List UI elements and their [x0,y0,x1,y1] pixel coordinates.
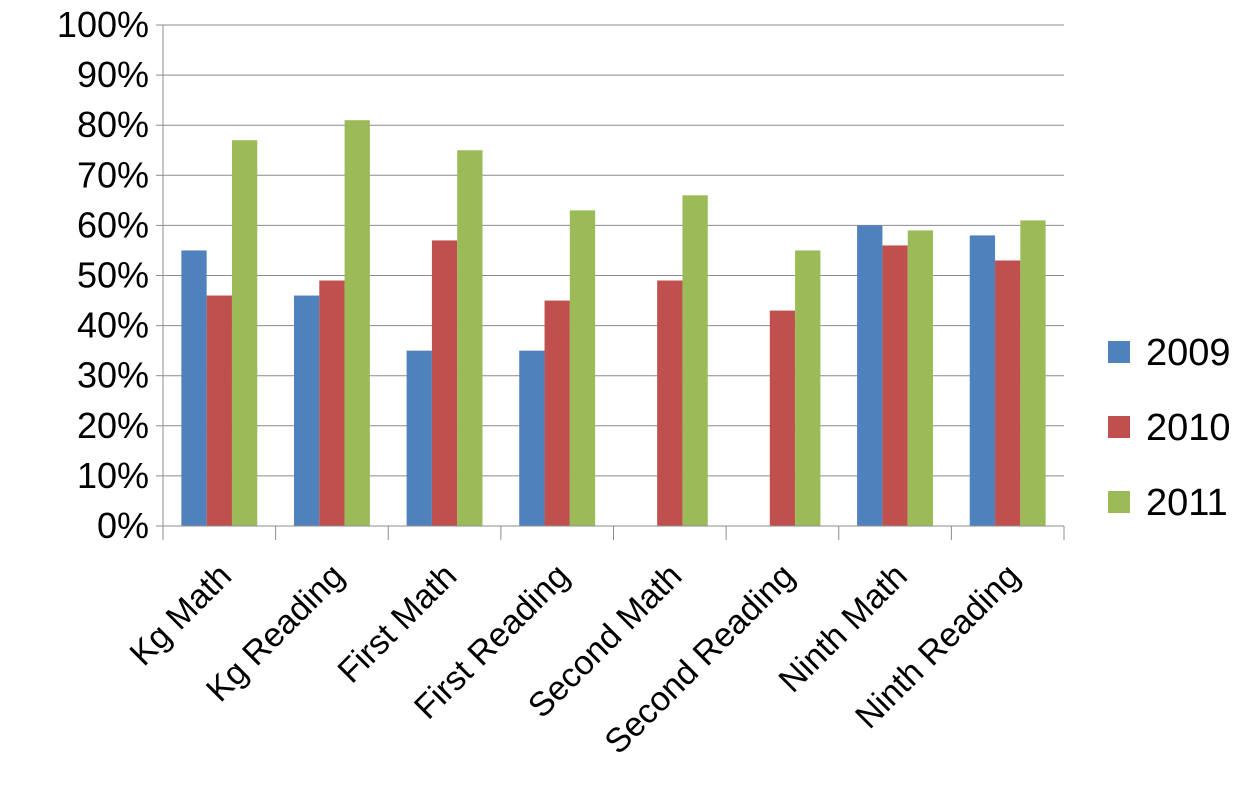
x-tick-label: Kg Math [123,557,239,673]
y-tick-label: 40% [77,305,149,346]
y-tick-label: 60% [77,204,149,245]
bar-2010-1 [319,280,345,526]
y-tick-label: 50% [77,255,149,296]
legend-label-2009: 2009 [1146,332,1231,374]
y-tick-label: 10% [77,455,149,496]
legend-swatch-2009 [1108,341,1130,363]
bar-2010-6 [882,245,908,526]
bar-2011-4 [682,195,708,526]
bar-2010-5 [769,310,796,526]
y-tick-label: 90% [77,54,149,95]
bar-2009-3 [519,350,545,526]
bars [181,120,1046,527]
bar-2011-0 [231,140,258,527]
bar-2010-7 [995,260,1021,526]
bar-2010-2 [431,240,458,526]
x-tick-label: Second Reading [597,557,802,762]
bar-2011-7 [1020,220,1046,526]
bar-2009-6 [857,225,883,526]
bar-2011-5 [795,250,821,526]
legend-label-2010: 2010 [1146,407,1231,449]
bar-2009-7 [969,235,996,527]
axes [156,24,1065,540]
bar-2009-0 [181,250,207,526]
bar-2009-1 [293,295,320,526]
y-tick-label: 70% [77,154,149,195]
bar-2010-0 [206,295,232,526]
legend-label-2011: 2011 [1146,482,1228,524]
legend: 2009 2010 2011 [1108,332,1231,524]
bar-2009-2 [406,350,432,526]
legend-swatch-2010 [1108,416,1130,438]
bar-2011-3 [569,210,596,526]
y-tick-label: 0% [97,505,149,546]
bar-2011-2 [457,150,483,526]
y-tick-label: 20% [77,405,149,446]
y-tick-label: 100% [57,4,149,45]
legend-swatch-2011 [1108,491,1130,513]
bar-2011-1 [344,120,370,526]
bar-2010-3 [544,300,570,526]
y-axis-tick-labels: 0% 10% 20% 30% 40% 50% 60% 70% 80% 90% 100% [57,4,149,546]
bar-2010-4 [657,280,683,526]
bar-2011-6 [907,230,934,526]
y-tick-label: 30% [77,355,149,396]
y-tick-label: 80% [77,104,149,145]
